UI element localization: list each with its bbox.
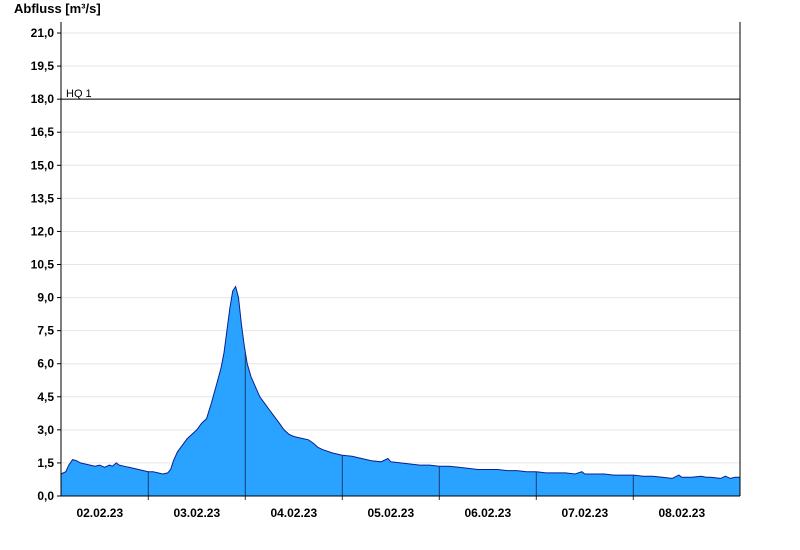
y-tick-label-10: 15,0 [31, 158, 55, 172]
y-tick-label-13: 19,5 [31, 59, 55, 73]
y-tick-label-7: 10,5 [31, 258, 55, 272]
day-separators [147, 351, 634, 500]
y-tick-label-12: 18,0 [31, 92, 55, 106]
area-fill [61, 286, 740, 496]
x-tick-label-0: 02.02.23 [76, 506, 123, 520]
y-tick-labels: 0,0 1,5 3,0 4,5 6,0 7,5 9,0 10,5 12,0 13,5 15,0 16,… [31, 26, 61, 503]
x-tick-label-1: 03.02.23 [173, 506, 220, 520]
axes [60, 22, 741, 497]
y-tick-label-2: 3,0 [37, 423, 54, 437]
y-tick-label-9: 13,5 [31, 191, 55, 205]
y-tick-label-6: 9,0 [37, 291, 54, 305]
x-tick-label-2: 04.02.23 [270, 506, 317, 520]
x-tick-label-4: 06.02.23 [464, 506, 511, 520]
hq1-label: HQ 1 [66, 88, 92, 100]
y-tick-label-3: 4,5 [37, 390, 54, 404]
grid [61, 32, 740, 464]
x-tick-label-5: 07.02.23 [561, 506, 608, 520]
area-line [60, 285, 740, 479]
area-series [60, 285, 740, 496]
y-tick-label-5: 7,5 [37, 324, 54, 338]
y-tick-label-8: 12,0 [31, 224, 55, 238]
y-tick-label-1: 1,5 [37, 456, 54, 470]
x-tick-label-3: 05.02.23 [367, 506, 414, 520]
x-tick-label-6: 08.02.23 [658, 506, 705, 520]
y-tick-label-0: 0,0 [37, 489, 54, 503]
y-tick-label-4: 6,0 [37, 357, 54, 371]
y-tick-label-11: 16,5 [31, 125, 55, 139]
reference-line: HQ 1 [61, 88, 740, 100]
y-axis-title: Abfluss [m³/s] [14, 1, 101, 16]
x-tick-labels: 02.02.23 03.02.23 04.02.23 05.02.23 06.02.23… [76, 506, 705, 520]
y-tick-label-14: 21,0 [31, 26, 55, 40]
